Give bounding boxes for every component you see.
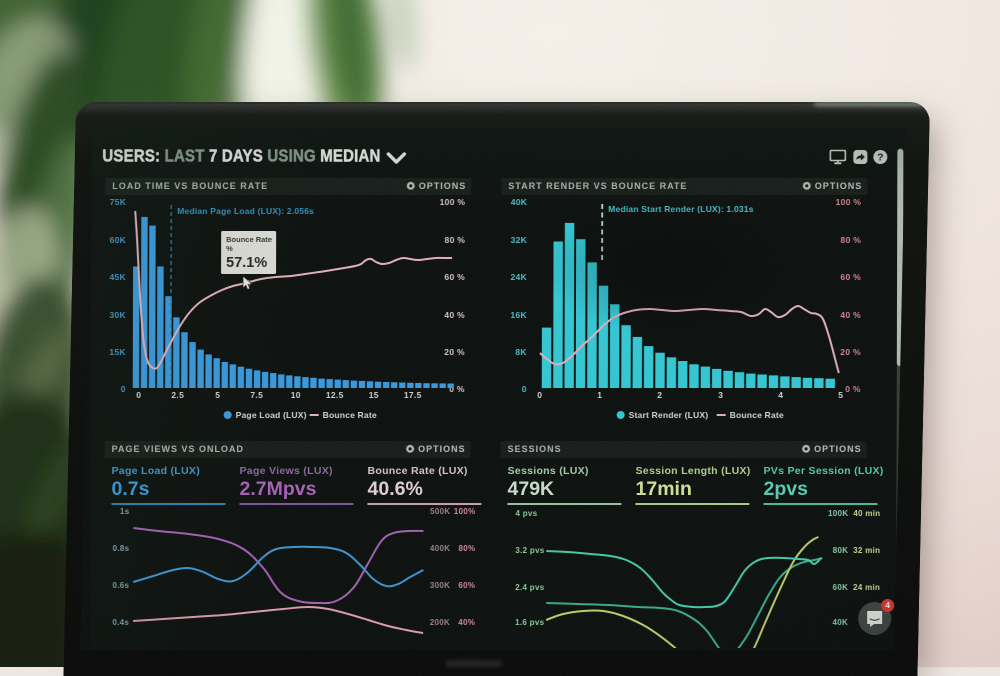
svg-text:80 %: 80 % bbox=[841, 235, 862, 245]
svg-text:40 %: 40 % bbox=[840, 310, 861, 320]
svg-text:Bounce Rate: Bounce Rate bbox=[226, 235, 272, 244]
svg-text:80 %: 80 % bbox=[445, 235, 466, 245]
svg-text:60 %: 60 % bbox=[444, 272, 465, 282]
svg-text:400K: 400K bbox=[430, 544, 450, 553]
svg-text:1.6 pvs: 1.6 pvs bbox=[515, 618, 545, 627]
svg-text:60K: 60K bbox=[110, 235, 127, 245]
svg-text:60K: 60K bbox=[833, 583, 849, 592]
svg-text:500K: 500K bbox=[430, 507, 450, 516]
svg-text:15K: 15K bbox=[109, 347, 126, 357]
svg-text:32 min: 32 min bbox=[853, 546, 880, 555]
svg-text:80%: 80% bbox=[458, 544, 475, 553]
svg-text:5: 5 bbox=[838, 390, 843, 400]
svg-text:20 %: 20 % bbox=[840, 347, 861, 357]
svg-text:1: 1 bbox=[597, 390, 602, 400]
svg-text:100 %: 100 % bbox=[836, 197, 862, 207]
svg-text:?: ? bbox=[877, 151, 883, 163]
svg-text:Page Load (LUX): Page Load (LUX) bbox=[236, 410, 307, 420]
svg-text:2.4 pvs: 2.4 pvs bbox=[515, 583, 545, 592]
svg-text:Bounce Rate: Bounce Rate bbox=[730, 410, 784, 420]
svg-text:40 %: 40 % bbox=[444, 310, 465, 320]
svg-text:17.5: 17.5 bbox=[404, 390, 422, 400]
svg-text:0: 0 bbox=[537, 390, 542, 400]
svg-text:0: 0 bbox=[522, 384, 527, 394]
svg-text:4 pvs: 4 pvs bbox=[515, 509, 537, 518]
svg-text:24K: 24K bbox=[511, 272, 528, 282]
svg-text:40 min: 40 min bbox=[853, 509, 880, 518]
svg-text:0.6s: 0.6s bbox=[112, 581, 129, 590]
svg-text:Median Start Render (LUX): 1.0: Median Start Render (LUX): 1.031s bbox=[608, 204, 754, 214]
svg-text:200K: 200K bbox=[430, 618, 450, 627]
svg-text:0.4s: 0.4s bbox=[112, 618, 129, 627]
svg-text:0.8s: 0.8s bbox=[113, 544, 130, 553]
svg-text:24 min: 24 min bbox=[853, 583, 880, 592]
svg-text:45K: 45K bbox=[110, 272, 127, 282]
svg-text:1s: 1s bbox=[120, 507, 130, 516]
svg-text:57.1%: 57.1% bbox=[226, 255, 267, 271]
svg-text:3.2 pvs: 3.2 pvs bbox=[515, 546, 545, 555]
svg-text:%: % bbox=[226, 244, 233, 253]
svg-text:0: 0 bbox=[121, 384, 126, 394]
svg-text:4: 4 bbox=[778, 390, 783, 400]
svg-text:8K: 8K bbox=[515, 347, 527, 357]
svg-text:0 %: 0 % bbox=[845, 384, 861, 394]
svg-text:100K: 100K bbox=[828, 509, 848, 518]
svg-text:300K: 300K bbox=[430, 581, 450, 590]
svg-text:20 %: 20 % bbox=[444, 347, 465, 357]
svg-text:80K: 80K bbox=[833, 546, 849, 555]
svg-text:40K: 40K bbox=[833, 618, 849, 627]
svg-text:12.5: 12.5 bbox=[326, 390, 344, 400]
svg-text:16K: 16K bbox=[510, 310, 527, 320]
svg-text:5: 5 bbox=[215, 390, 220, 400]
svg-text:Median Page Load (LUX): 2.056s: Median Page Load (LUX): 2.056s bbox=[177, 206, 314, 216]
svg-text:100 %: 100 % bbox=[440, 197, 466, 207]
svg-text:60 %: 60 % bbox=[840, 272, 861, 282]
svg-text:Bounce Rate: Bounce Rate bbox=[323, 410, 377, 420]
svg-text:15: 15 bbox=[369, 390, 379, 400]
svg-text:40%: 40% bbox=[458, 618, 475, 627]
svg-text:2.5: 2.5 bbox=[171, 390, 184, 400]
svg-text:7.5: 7.5 bbox=[250, 390, 263, 400]
svg-text:0: 0 bbox=[136, 390, 141, 400]
svg-text:32K: 32K bbox=[511, 235, 528, 245]
svg-text:100%: 100% bbox=[454, 507, 476, 516]
svg-text:2: 2 bbox=[657, 390, 662, 400]
svg-text:75K: 75K bbox=[110, 197, 127, 207]
svg-text:10: 10 bbox=[291, 390, 301, 400]
svg-text:Start Render (LUX): Start Render (LUX) bbox=[629, 410, 709, 420]
svg-text:40K: 40K bbox=[511, 197, 528, 207]
svg-text:30K: 30K bbox=[109, 310, 126, 320]
svg-text:60%: 60% bbox=[458, 581, 475, 590]
svg-text:3: 3 bbox=[718, 390, 723, 400]
